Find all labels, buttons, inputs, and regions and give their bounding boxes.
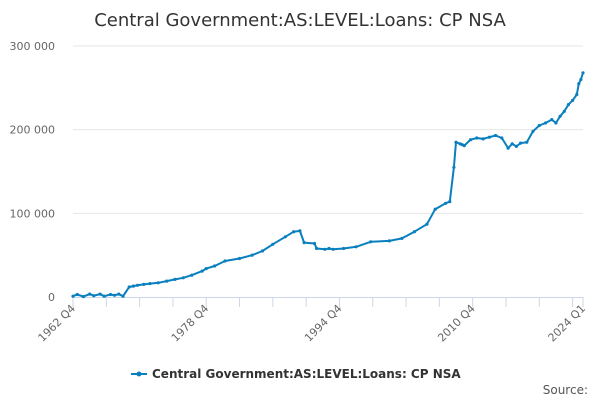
- data-point[interactable]: [200, 269, 204, 273]
- x-tick-label: 2010 Q4: [435, 302, 478, 345]
- x-tick-label: 2024 Q1: [546, 302, 589, 345]
- data-point[interactable]: [514, 144, 519, 148]
- data-point[interactable]: [102, 294, 106, 298]
- legend[interactable]: Central Government:AS:LEVEL:Loans: CP NS…: [131, 367, 461, 381]
- data-point[interactable]: [165, 279, 169, 283]
- data-point[interactable]: [75, 292, 79, 297]
- data-point[interactable]: [298, 229, 302, 233]
- data-point[interactable]: [531, 129, 535, 133]
- data-point[interactable]: [494, 133, 498, 138]
- data-point[interactable]: [581, 71, 585, 75]
- data-point[interactable]: [88, 292, 92, 296]
- y-tick-label: 100 000: [10, 207, 56, 220]
- data-point[interactable]: [71, 294, 75, 298]
- data-point[interactable]: [448, 200, 452, 204]
- data-point[interactable]: [127, 285, 131, 289]
- y-tick-label: 0: [48, 291, 55, 304]
- data-point[interactable]: [525, 140, 529, 144]
- series-line[interactable]: [72, 71, 584, 298]
- data-point[interactable]: [283, 235, 287, 239]
- x-tick-label: 1978 Q4: [169, 302, 212, 345]
- data-point[interactable]: [575, 92, 579, 97]
- data-point[interactable]: [558, 114, 562, 118]
- gridlines: [73, 45, 583, 214]
- data-point[interactable]: [92, 294, 96, 298]
- credits-label: Source:: [543, 383, 588, 397]
- data-point[interactable]: [327, 246, 331, 251]
- data-point[interactable]: [550, 118, 554, 122]
- data-point[interactable]: [148, 282, 152, 286]
- data-point[interactable]: [571, 98, 575, 102]
- data-point[interactable]: [500, 136, 504, 140]
- data-point[interactable]: [135, 283, 140, 287]
- y-tick-label: 200 000: [10, 124, 56, 137]
- data-point[interactable]: [98, 292, 102, 296]
- data-point[interactable]: [412, 230, 416, 234]
- legend-marker-symbol: [136, 371, 142, 377]
- data-point[interactable]: [454, 140, 458, 144]
- data-point[interactable]: [481, 137, 485, 141]
- data-point[interactable]: [237, 256, 242, 261]
- x-tick-label: 1994 Q4: [302, 302, 345, 345]
- data-point[interactable]: [369, 240, 373, 244]
- data-point[interactable]: [204, 267, 208, 271]
- data-point[interactable]: [312, 241, 317, 246]
- data-point[interactable]: [433, 207, 437, 211]
- data-point[interactable]: [331, 247, 335, 251]
- data-point[interactable]: [223, 259, 227, 263]
- data-point[interactable]: [113, 293, 117, 297]
- data-point[interactable]: [142, 282, 146, 286]
- data-point[interactable]: [260, 249, 264, 253]
- data-point[interactable]: [173, 277, 177, 281]
- data-point[interactable]: [250, 253, 254, 257]
- legend-item-label[interactable]: Central Government:AS:LEVEL:Loans: CP NS…: [152, 367, 461, 381]
- data-point[interactable]: [181, 276, 185, 280]
- data-point[interactable]: [554, 121, 558, 125]
- data-point[interactable]: [81, 295, 85, 299]
- data-point[interactable]: [579, 77, 583, 82]
- data-point[interactable]: [444, 201, 448, 205]
- data-point[interactable]: [537, 123, 541, 128]
- data-point[interactable]: [292, 230, 296, 234]
- data-point[interactable]: [452, 165, 456, 169]
- plot-area: [71, 71, 585, 299]
- data-point[interactable]: [108, 292, 113, 297]
- data-point[interactable]: [506, 146, 510, 150]
- data-point[interactable]: [271, 242, 275, 246]
- data-point[interactable]: [342, 246, 346, 251]
- data-point[interactable]: [487, 135, 491, 139]
- data-point[interactable]: [323, 247, 327, 251]
- data-point[interactable]: [469, 138, 473, 142]
- data-point[interactable]: [315, 246, 319, 251]
- data-point[interactable]: [577, 82, 581, 86]
- data-point[interactable]: [131, 284, 135, 288]
- data-point[interactable]: [566, 103, 571, 107]
- data-point[interactable]: [562, 109, 566, 113]
- data-point[interactable]: [543, 121, 548, 125]
- data-point[interactable]: [475, 136, 479, 140]
- data-point[interactable]: [387, 239, 391, 243]
- data-point[interactable]: [121, 294, 125, 298]
- data-point[interactable]: [400, 236, 404, 240]
- data-point[interactable]: [302, 241, 306, 245]
- chart-title: Central Government:AS:LEVEL:Loans: CP NS…: [94, 10, 506, 31]
- data-point[interactable]: [510, 142, 514, 146]
- data-point[interactable]: [425, 222, 429, 226]
- data-point[interactable]: [462, 144, 466, 148]
- y-tick-label: 300 000: [10, 40, 56, 53]
- data-point[interactable]: [156, 281, 160, 285]
- data-point[interactable]: [117, 292, 121, 296]
- y-axis-tick-labels: 0 100 000 200 000 300 000: [10, 40, 56, 304]
- data-point[interactable]: [213, 264, 217, 268]
- data-point[interactable]: [519, 141, 523, 145]
- data-point[interactable]: [354, 245, 358, 249]
- x-axis: 1962 Q4 1978 Q4 1994 Q4 2010 Q4 2024 Q1: [36, 297, 589, 345]
- x-tick-label: 1962 Q4: [36, 302, 79, 345]
- data-point[interactable]: [190, 273, 194, 277]
